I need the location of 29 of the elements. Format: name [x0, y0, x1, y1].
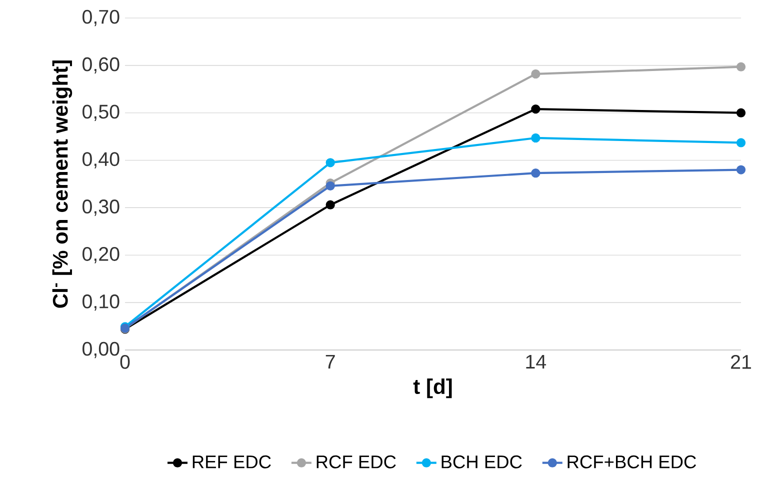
point [736, 165, 746, 174]
point [736, 108, 746, 118]
y-tick-label: 0,40 [82, 152, 120, 168]
x-tick-label: 0 [120, 354, 130, 369]
x-tick-label: 21 [731, 354, 751, 369]
y-axis-title: Cl$^{-}$ [% on cement weight] [52, 60, 72, 308]
point [531, 168, 540, 178]
y-tick-label: 0,70 [82, 10, 120, 26]
point [531, 104, 540, 114]
y-tick-label: 0,30 [82, 200, 120, 216]
point [326, 200, 335, 210]
y-tick-label: 0,00 [82, 342, 120, 358]
y-tick-label: 0,50 [82, 104, 120, 121]
point [326, 181, 335, 190]
legend-label: RCF+BCH EDC [568, 455, 696, 468]
x-axis-title: t [d] [413, 378, 452, 398]
point [326, 158, 335, 168]
legend-label: RCF EDC [316, 455, 396, 468]
point [531, 133, 540, 143]
point [531, 69, 540, 79]
legend-label: REF EDC [192, 455, 271, 468]
legend-label: BCH EDC [442, 455, 522, 468]
y-tick-label: 0,10 [82, 294, 120, 311]
y-tick-label: 0,60 [82, 57, 120, 74]
point [736, 138, 746, 148]
x-tick-label: 7 [326, 354, 335, 368]
x-tick-label: 14 [526, 354, 546, 368]
point [736, 62, 746, 72]
y-tick-label: 0,20 [82, 246, 120, 264]
